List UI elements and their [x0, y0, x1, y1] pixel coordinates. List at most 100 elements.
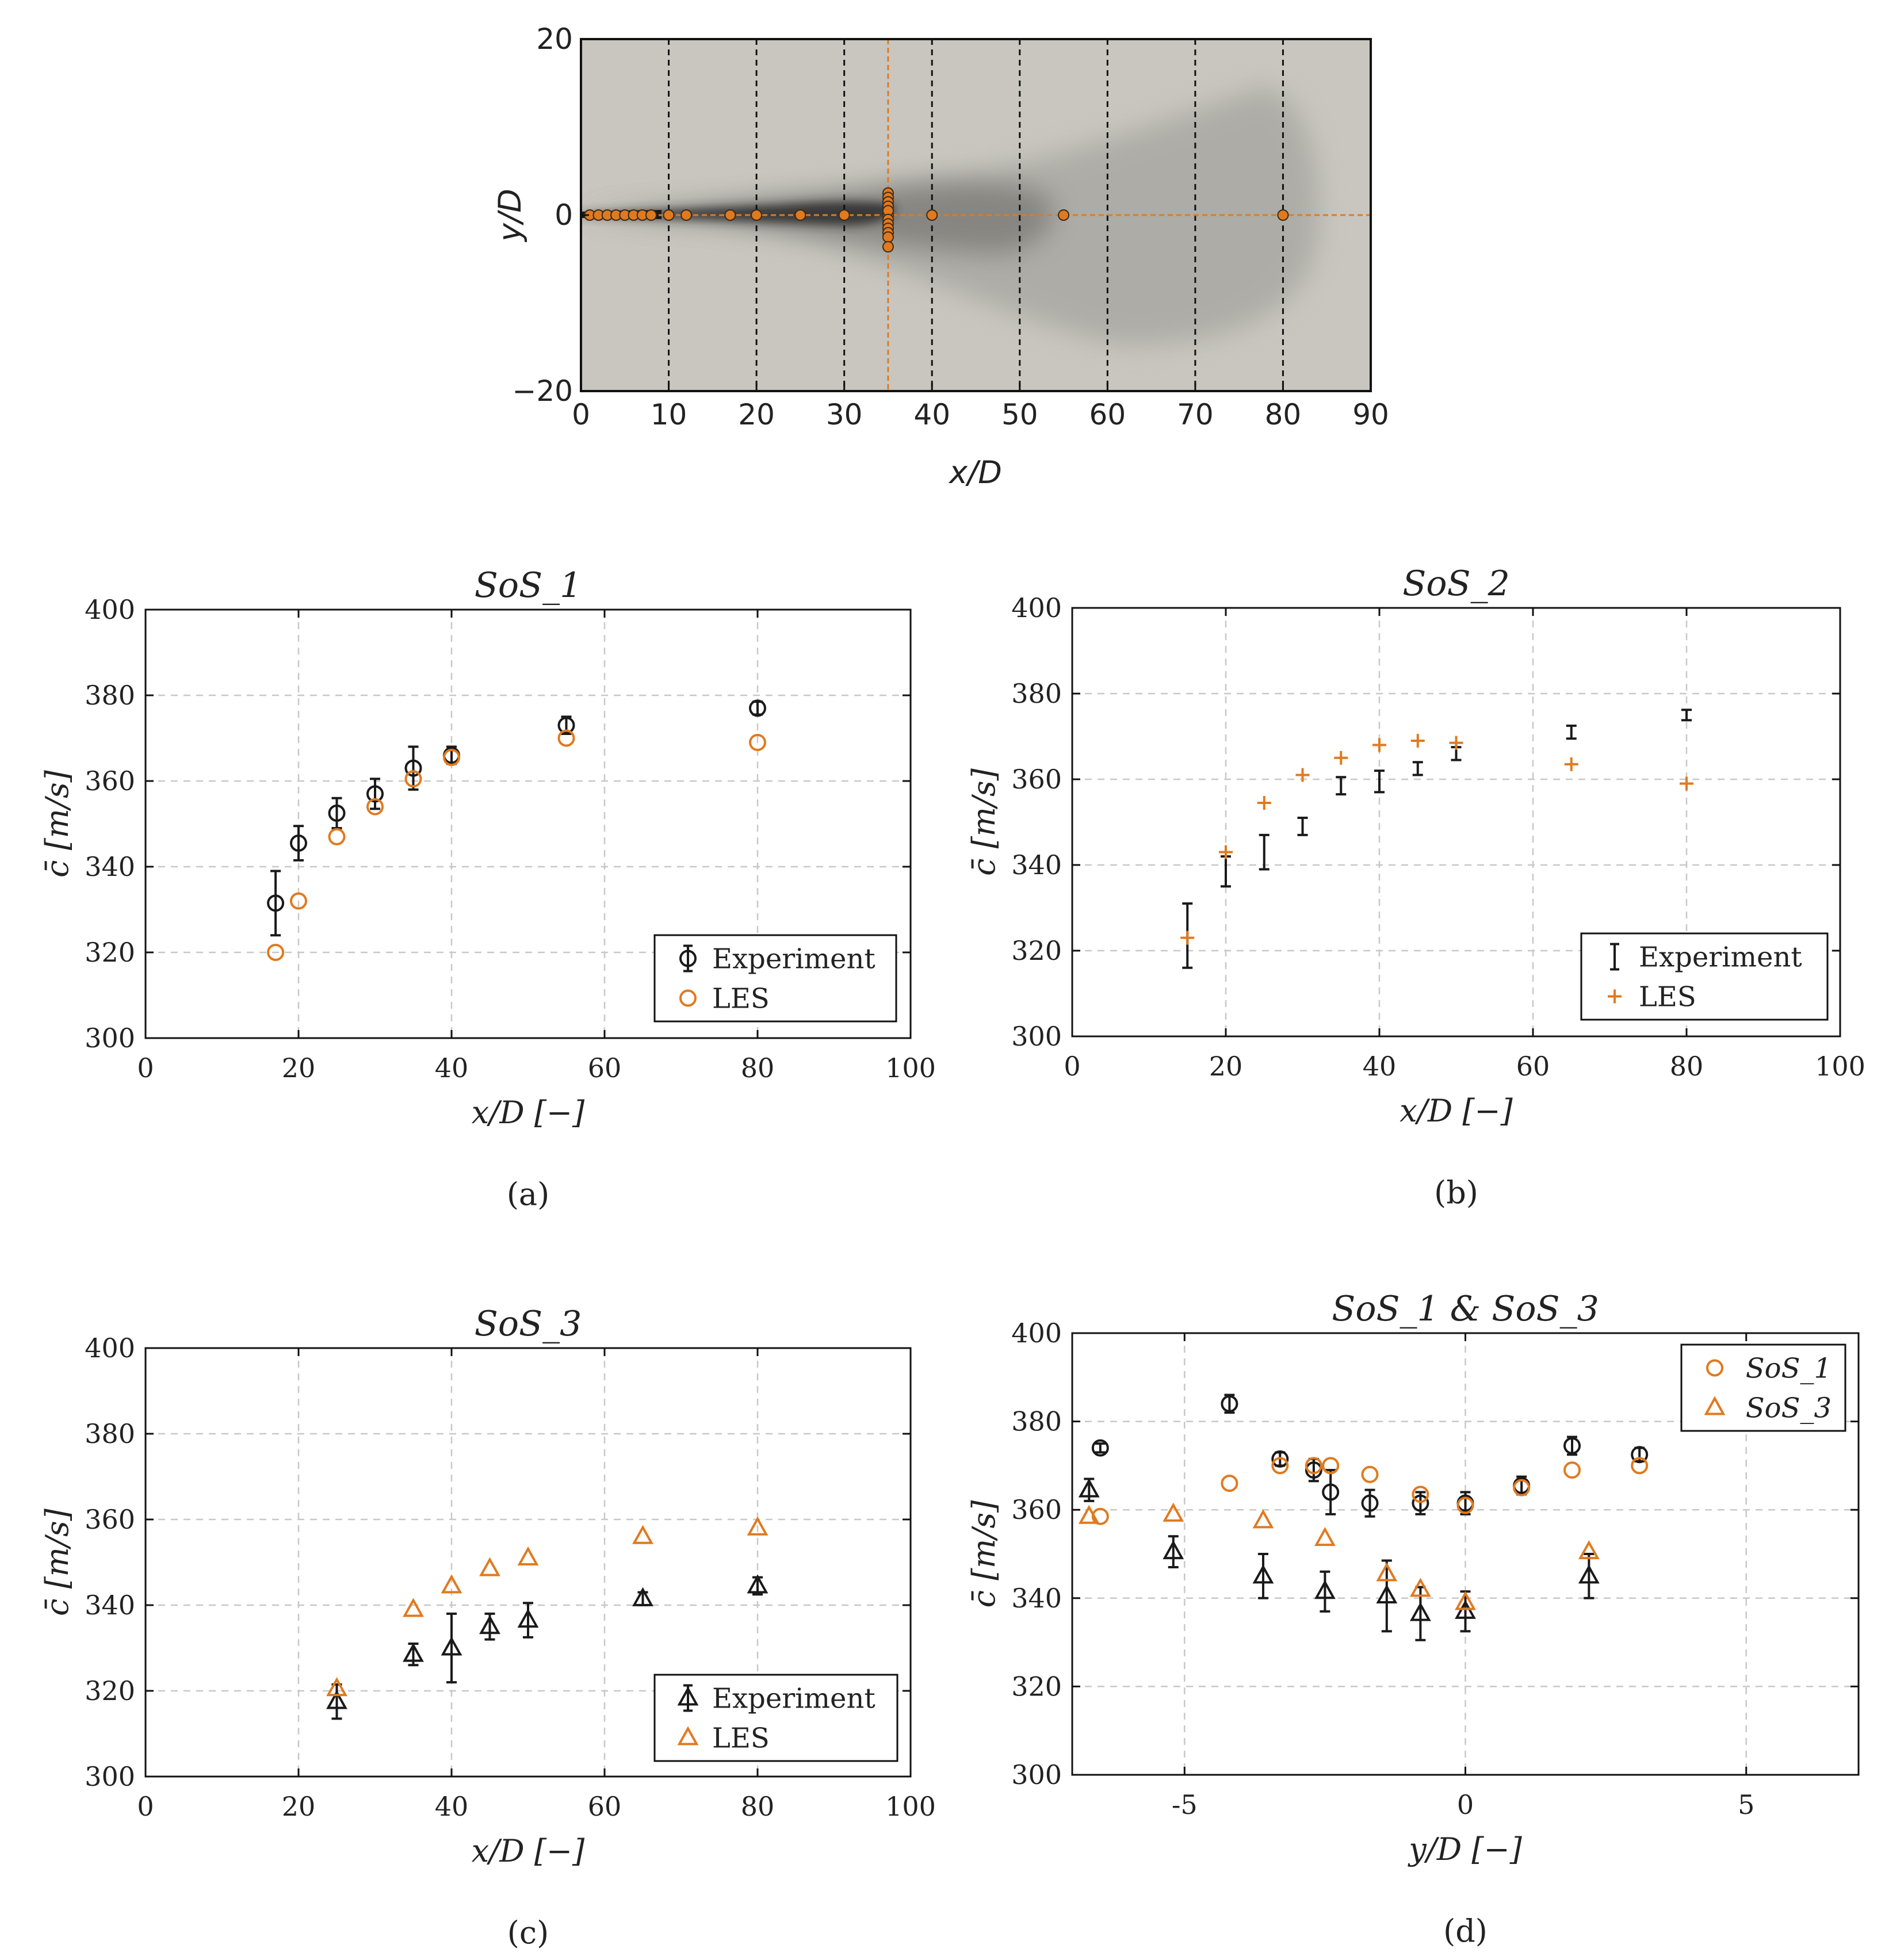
- legend-label: Experiment: [712, 1683, 875, 1715]
- legend: Experiment LES: [653, 934, 897, 1023]
- les-point: [479, 1557, 500, 1576]
- x-tick-label: 100: [885, 1052, 936, 1084]
- legend: Experiment LES: [653, 1674, 898, 1762]
- data-series: [326, 1516, 768, 1720]
- x-tick-label: 60: [588, 1052, 622, 1084]
- plot-frame: [1071, 607, 1841, 1038]
- les-point: [1180, 931, 1195, 945]
- legend-label: SoS_1: [1746, 1353, 1832, 1385]
- experiment-point: [267, 894, 285, 912]
- data-series: [267, 699, 766, 961]
- les-sos3-point: [1578, 1540, 1600, 1560]
- legend-les-marker: [679, 989, 697, 1007]
- les-point: [326, 1677, 347, 1697]
- y-tick-label: 400: [1011, 592, 1062, 623]
- les-sos1-point: [1271, 1457, 1289, 1475]
- les-sos1-point: [1322, 1457, 1340, 1475]
- y-tick-label: 320: [1011, 1671, 1062, 1702]
- experiment-point: [366, 785, 384, 803]
- les-sos1-point: [1513, 1479, 1531, 1496]
- les-point: [366, 798, 384, 816]
- experiment-sos1-point: [1631, 1446, 1649, 1464]
- experiment-point: [403, 1643, 424, 1662]
- x-tick-label: 0: [1457, 1789, 1474, 1820]
- plot-frame: [144, 608, 912, 1039]
- jet-contour-panel: 0 10 20 30 40 50 60 70 80 90 200−20 x/D y/D: [492, 22, 1389, 491]
- legend: SoS_1 SoS_3: [1680, 1343, 1846, 1432]
- x-tick-label: -5: [1172, 1789, 1198, 1820]
- x-tick-label: 80: [1265, 398, 1302, 431]
- experiment-sos1-point: [1412, 1494, 1429, 1512]
- y-tick-label: 20: [536, 22, 573, 56]
- plot-frame: [144, 1347, 912, 1778]
- x-tick-label: 80: [741, 1791, 775, 1822]
- y-tick-label: 380: [85, 680, 135, 711]
- experiment-point: [290, 834, 307, 852]
- les-sos3-point: [1252, 1509, 1274, 1529]
- y-axis-label: y/D: [492, 189, 528, 243]
- y-axis-label: c̄ [m/s]: [39, 1508, 75, 1616]
- x-tick-label: 20: [738, 398, 775, 431]
- legend-box: [1680, 1343, 1846, 1432]
- experiment-point: [479, 1615, 500, 1634]
- y-axis-label: c̄ [m/s]: [966, 768, 1002, 876]
- y-tick-label: 320: [1011, 935, 1062, 966]
- x-tick-label: 40: [913, 398, 950, 431]
- x-tick-label: 60: [1516, 1051, 1550, 1082]
- x-tick-label: 70: [1177, 398, 1214, 431]
- experiment-sos1-point: [1091, 1439, 1109, 1457]
- experiment-sos3-point: [1578, 1564, 1600, 1584]
- panel-c-chart: 0 20 40 60 80 100 300 320 340 360 380 400 SoS_3 x/D […: [39, 1304, 936, 1951]
- les-sos1-point: [1631, 1457, 1649, 1475]
- chart-title: SoS_2: [1402, 564, 1510, 604]
- panel-label: (d): [1443, 1913, 1488, 1949]
- les-sos3-point: [1455, 1591, 1476, 1610]
- les-point: [1334, 751, 1348, 765]
- legend-box: [1580, 932, 1829, 1021]
- probe-point: [794, 209, 806, 221]
- y-tick-label: 300: [1011, 1759, 1062, 1790]
- y-tick-label: 300: [1011, 1021, 1062, 1052]
- les-sos1-point: [1563, 1461, 1581, 1479]
- y-tick-label: 360: [1011, 764, 1062, 795]
- x-axis-label: x/D [−]: [472, 1833, 585, 1869]
- x-tick-label: 0: [137, 1052, 154, 1084]
- x-tick-label: 80: [1670, 1051, 1704, 1082]
- chart-title: SoS_3: [475, 1304, 582, 1344]
- y-tick-label: −20: [512, 374, 573, 408]
- panel-d-chart: -5 0 5 300 320 340 360 380 400 SoS_1 & SoS_3 y/D […: [966, 1289, 1860, 1949]
- y-axis-label: c̄ [m/s]: [39, 770, 75, 878]
- panel-b-chart: 0 20 40 60 80 100 300 320 340 360 380 400 SoS_2 x/D […: [966, 564, 1865, 1211]
- les-point: [747, 1516, 768, 1536]
- legend-label: Experiment: [712, 943, 875, 975]
- legend-box: [653, 1674, 898, 1762]
- experiment-sos1-point: [1221, 1395, 1238, 1412]
- x-tick-label: 20: [1209, 1051, 1243, 1082]
- les-point: [1257, 795, 1271, 810]
- y-tick-label: 320: [85, 1675, 135, 1706]
- x-tick-label: 40: [435, 1052, 469, 1084]
- experiment-sos1-point: [1361, 1494, 1379, 1512]
- les-point: [403, 1598, 424, 1617]
- experiment-sos3-point: [1409, 1602, 1431, 1621]
- probe-point: [751, 209, 763, 221]
- les-point: [404, 770, 422, 788]
- y-tick-label: 300: [85, 1761, 135, 1792]
- y-tick-label: 360: [85, 765, 135, 797]
- experiment-sos1-point: [1322, 1483, 1340, 1501]
- legend-box: [653, 934, 897, 1023]
- legend: Experiment LES: [1580, 932, 1829, 1021]
- les-sos3-point: [1314, 1527, 1336, 1546]
- chart-title: SoS_1 & SoS_3: [1332, 1289, 1599, 1329]
- experiment-point: [328, 804, 346, 822]
- experiment-point: [326, 1690, 347, 1709]
- x-tick-label: 50: [1001, 398, 1038, 431]
- y-tick-label: 380: [1011, 678, 1062, 709]
- legend-les-marker: [677, 1726, 699, 1745]
- experiment-sos1-point: [1305, 1461, 1322, 1479]
- x-tick-label: 40: [1363, 1051, 1397, 1082]
- les-sos3-point: [1163, 1502, 1184, 1522]
- x-tick-label: 90: [1352, 398, 1389, 431]
- probe-point: [1058, 209, 1070, 221]
- legend-label: LES: [712, 983, 770, 1015]
